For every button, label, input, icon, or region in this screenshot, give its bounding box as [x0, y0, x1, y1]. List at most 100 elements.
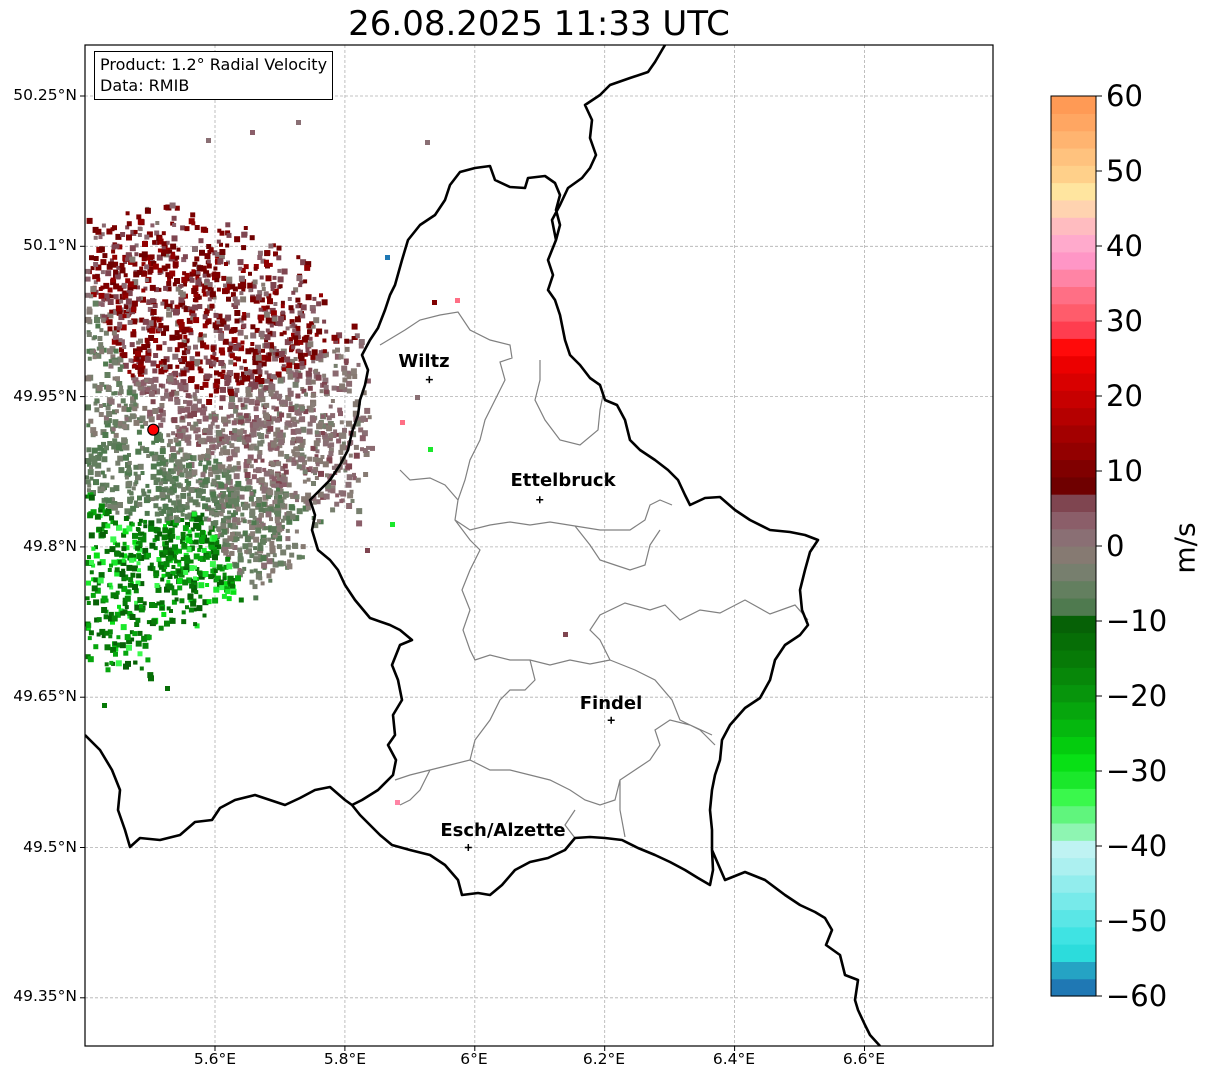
- radar-echo-pixel: [269, 548, 276, 555]
- radar-echo-pixel: [181, 542, 187, 548]
- radar-echo-pixel: [196, 398, 202, 404]
- radar-echo-pixel: [168, 396, 174, 402]
- radar-echo-pixel: [186, 317, 193, 324]
- radar-echo-pixel: [215, 504, 222, 510]
- radar-echo-pixel: [292, 542, 298, 549]
- radar-echo-pixel: [225, 556, 231, 562]
- radar-echo-pixel: [167, 346, 173, 352]
- radar-echo-pixel: [307, 456, 313, 462]
- radar-echo-pixel: [146, 299, 152, 305]
- radar-echo-pixel: [202, 503, 209, 510]
- radar-echo-pixel: [116, 275, 121, 280]
- radar-echo-pixel: [165, 263, 171, 269]
- radar-echo-pixel: [187, 345, 192, 350]
- radar-echo-pixel: [360, 447, 364, 452]
- radar-echo-pixel: [118, 339, 125, 346]
- colorbar-tick-minus-30: −30: [1106, 754, 1168, 788]
- radar-echo-pixel: [116, 381, 123, 387]
- radar-echo-pixel: [158, 422, 164, 428]
- lon-label-6-6: 6.6°E: [842, 1050, 886, 1068]
- radar-echo-pixel: [213, 357, 219, 363]
- radar-echo-pixel: [310, 469, 315, 474]
- radar-echo-pixel: [257, 350, 261, 355]
- radar-echo-pixel: [226, 543, 231, 548]
- radar-echo-pixel: [256, 497, 263, 503]
- radar-echo-pixel: [289, 492, 294, 497]
- radar-echo-pixel: [150, 497, 155, 502]
- radar-echo-pixel: [118, 338, 123, 343]
- radar-echo-pixel: [305, 499, 312, 506]
- radar-echo-pixel: [267, 506, 274, 513]
- radar-echo-pixel: [305, 505, 311, 511]
- radar-echo-pixel: [85, 596, 90, 601]
- radar-echo-pixel: [339, 499, 344, 504]
- radar-echo-pixel: [93, 479, 99, 486]
- radar-echo-pixel: [283, 469, 289, 475]
- city-marker: [536, 496, 544, 504]
- radar-echo-pixel: [116, 444, 122, 451]
- radar-echo-pixel: [137, 568, 141, 573]
- lon-label-5-6: 5.6°E: [193, 1050, 237, 1068]
- radar-echo-pixel: [212, 351, 217, 356]
- radar-echo-pixel: [247, 519, 252, 524]
- radar-echo-pixel: [130, 505, 137, 512]
- radar-echo-pixel: [277, 488, 284, 495]
- radar-echo-pixel: [111, 427, 116, 432]
- radar-echo-pixel: [203, 537, 210, 544]
- radar-echo-pixel: [266, 573, 272, 579]
- radar-echo-pixel: [274, 472, 280, 478]
- radar-echo-pixel: [200, 512, 205, 517]
- radar-echo-pixel: [338, 354, 344, 360]
- radar-echo-pixel: [152, 408, 159, 414]
- radar-echo-pixel: [189, 515, 196, 522]
- radar-echo-pixel: [156, 557, 162, 562]
- radar-echo-pixel: [285, 536, 291, 542]
- radar-echo-pixel: [102, 474, 107, 479]
- radar-echo-pixel: [135, 351, 141, 357]
- radar-echo-pixel: [113, 485, 120, 492]
- radar-echo-pixel: [252, 515, 257, 520]
- radar-echo-pixel: [113, 294, 119, 300]
- radar-echo-pixel: [265, 317, 272, 324]
- radar-echo-pixel: [171, 431, 176, 436]
- radar-echo-pixel: [181, 350, 187, 356]
- radar-echo-pixel: [344, 370, 351, 377]
- radar-echo-pixel: [153, 573, 159, 579]
- radar-echo-pixel: [292, 452, 297, 457]
- radar-echo-pixel: [220, 386, 226, 393]
- radar-echo-pixel: [152, 474, 157, 479]
- radar-echo-pixel: [124, 313, 130, 319]
- radar-echo-pixel: [110, 520, 115, 525]
- radar-echo-pixel: [122, 424, 128, 430]
- radar-echo-pixel: [230, 292, 236, 298]
- radar-echo-pixel: [150, 223, 155, 228]
- radar-echo-pixel: [238, 345, 245, 352]
- radar-echo-pixel: [237, 329, 244, 336]
- radar-echo-pixel: [96, 632, 101, 637]
- radar-echo-pixel: [302, 469, 308, 475]
- radar-echo-pixel: [100, 470, 105, 475]
- radar-echo-pixel: [85, 559, 92, 566]
- radar-echo-pixel: [222, 438, 226, 443]
- radar-echo-pixel: [215, 424, 220, 429]
- radar-echo-pixel: [139, 415, 146, 422]
- radar-echo-pixel: [269, 383, 276, 390]
- radar-echo-pixel: [299, 349, 303, 354]
- radar-echo-pixel: [180, 512, 185, 517]
- radar-echo-pixel: [121, 560, 127, 566]
- radar-echo-pixel: [226, 518, 232, 524]
- radar-echo-pixel: [298, 452, 305, 459]
- radar-echo-pixel: [233, 465, 238, 471]
- radar-echo-pixel: [140, 471, 145, 475]
- radar-echo-pixel: [280, 503, 285, 508]
- radar-echo-pixel: [152, 603, 158, 608]
- radar-echo-pixel: [183, 570, 189, 575]
- radar-echo-pixel: [86, 622, 92, 628]
- radar-echo-pixel: [188, 565, 195, 571]
- radar-echo-pixel: [108, 611, 114, 617]
- radar-echo-pixel: [229, 430, 233, 435]
- radar-echo-pixel: [174, 330, 180, 336]
- radar-echo-pixel: [281, 268, 288, 275]
- radar-echo-pixel: [115, 460, 121, 466]
